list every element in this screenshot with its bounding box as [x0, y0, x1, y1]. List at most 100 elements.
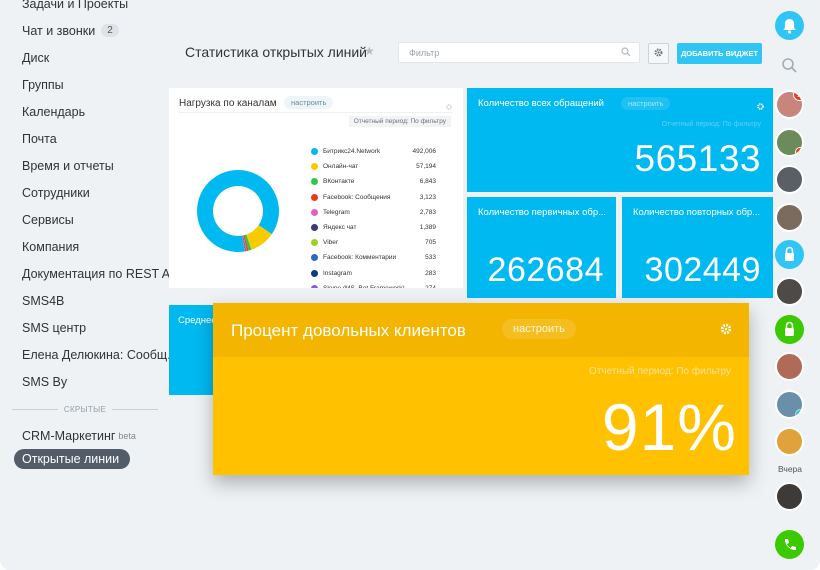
sidebar-item-label: CRM-Маркетинг: [22, 428, 116, 443]
avatar[interactable]: [775, 165, 804, 194]
page-title: Статистика открытых линий: [185, 44, 368, 60]
sidebar-item[interactable]: Сотрудники: [12, 179, 168, 206]
tile-value: 565133: [634, 138, 761, 179]
sidebar-item-open-lines[interactable]: Открытые линии: [14, 449, 130, 469]
legend-label: Битрикс24.Network: [323, 148, 381, 156]
donut-slice: [241, 235, 245, 252]
right-panel: 2 Вчера: [764, 0, 820, 570]
sidebar-item[interactable]: Время и отчеты: [12, 152, 168, 179]
beta-tag: beta: [118, 430, 136, 441]
divider: [179, 112, 453, 113]
legend-value: 492,006: [412, 148, 437, 156]
status-icon: [795, 409, 802, 417]
sidebar-item[interactable]: SMS4B: [12, 287, 168, 314]
legend-color-icon: [311, 193, 318, 201]
avatar[interactable]: [775, 427, 804, 456]
settings-button[interactable]: [648, 43, 669, 64]
legend-label: Онлайн-чат: [323, 163, 359, 171]
sidebar-item[interactable]: Задачи и Проекты: [12, 0, 128, 17]
sidebar-item[interactable]: Документация по REST API: [12, 260, 182, 287]
search-button[interactable]: [775, 51, 804, 80]
gear-icon[interactable]: [756, 98, 765, 116]
legend-label: Skype (MS. Bot Framework): [323, 285, 425, 288]
favorite-star-icon[interactable]: ★: [364, 44, 375, 58]
sidebar-item[interactable]: Сервисы: [12, 206, 168, 233]
notifications-button[interactable]: [775, 11, 804, 40]
legend-value: 2,783: [419, 208, 436, 216]
period-label: Отчетный период: По фильтру: [348, 116, 451, 127]
avatar[interactable]: [775, 352, 804, 381]
satisfaction-widget: Процент довольных клиентов настроить Отч…: [213, 303, 749, 475]
satisfaction-value: 91%: [601, 390, 737, 464]
legend-value: 705: [425, 239, 436, 247]
sidebar-item[interactable]: Компания: [12, 233, 168, 260]
sidebar-item-crm-marketing[interactable]: CRM-Маркетинг beta: [12, 422, 168, 449]
gear-icon: [653, 45, 664, 63]
notification-badge: 2: [793, 92, 802, 101]
legend-color-icon: [311, 269, 318, 277]
sidebar-item[interactable]: Елена Делюкина: Сообщ...: [12, 341, 178, 368]
avatar[interactable]: [775, 390, 804, 419]
sidebar-item[interactable]: Группы: [12, 71, 168, 98]
legend-value: 6,843: [419, 178, 436, 186]
donut-slice: [243, 235, 249, 251]
gear-icon[interactable]: [719, 322, 733, 341]
filter-placeholder: Фильтр: [409, 48, 440, 58]
sidebar-item[interactable]: Чат и звонки 2: [12, 17, 168, 44]
configure-button[interactable]: настроить: [502, 319, 576, 339]
total-requests-tile: Количество всех обращений настроить Отче…: [467, 88, 773, 192]
sidebar-item-label: Елена Делюкина: Сообщ...: [22, 347, 178, 362]
legend-label: Facebook: Комментарии: [323, 254, 397, 262]
average-tile: Среднее: [169, 305, 215, 395]
donut-slice: [242, 235, 248, 252]
avatar[interactable]: 2: [775, 90, 804, 119]
gear-icon[interactable]: [445, 98, 453, 116]
channels-donut-chart: [196, 170, 279, 252]
donut-slice: [246, 225, 272, 250]
legend-color-icon: [311, 224, 318, 232]
legend-color-icon: [311, 254, 318, 262]
donut-slice: [242, 235, 246, 252]
tile-title: Количество повторных обр...: [633, 207, 761, 218]
search-icon[interactable]: [621, 47, 631, 59]
legend-item: Онлайн-чат 57,194: [311, 159, 436, 174]
avatar[interactable]: [775, 203, 804, 232]
legend-item: Битрикс24.Network 492,006: [311, 144, 436, 159]
legend-color-icon: [311, 178, 318, 186]
legend-item: Skype (MS. Bot Framework)274: [311, 281, 436, 288]
first-requests-tile: Количество первичных обр... 262684: [467, 197, 616, 298]
add-widget-button[interactable]: ДОБАВИТЬ ВИДЖЕТ: [677, 43, 762, 64]
legend-item: Telegram 2,783: [311, 205, 436, 220]
avatar[interactable]: [775, 482, 804, 511]
legend-item: ВКонтакте 6,843: [311, 174, 436, 189]
legend-value: 283: [425, 269, 436, 277]
legend-label: Facebook: Сообщения: [323, 193, 391, 201]
legend-item: Facebook: Сообщения 3,123: [311, 190, 436, 205]
hidden-divider-label: СКРЫТЫЕ: [63, 405, 107, 414]
sidebar-item-label: Документация по REST API: [22, 266, 182, 281]
sidebar-item[interactable]: SMS By: [12, 368, 168, 395]
sidebar-item-label: SMS4B: [22, 293, 65, 308]
widget-title: Нагрузка по каналам: [179, 98, 277, 109]
avatar[interactable]: [775, 128, 804, 157]
legend-item: Instagram 283: [311, 266, 436, 281]
filter-input[interactable]: Фильтр: [398, 42, 640, 63]
avatar[interactable]: [775, 277, 804, 306]
lock-chat-button[interactable]: [775, 315, 804, 344]
sidebar-item[interactable]: Почта: [12, 125, 168, 152]
sidebar-item-label: SMS центр: [22, 320, 87, 335]
sidebar-item[interactable]: Календарь: [12, 98, 168, 125]
donut-slice: [244, 234, 252, 251]
configure-button[interactable]: настроить: [284, 96, 334, 109]
sidebar-item[interactable]: Диск: [12, 44, 168, 71]
tile-title: Количество первичных обр...: [478, 207, 607, 218]
widget-header: [213, 303, 749, 357]
configure-button[interactable]: настроить: [621, 97, 671, 110]
legend-label: Viber: [323, 239, 339, 247]
left-menu: Задачи и Проекты Чат и звонки 2 Диск Группы К…: [0, 0, 182, 500]
sidebar-item[interactable]: SMS центр: [12, 314, 168, 341]
lock-icon: [785, 321, 794, 336]
lock-chat-button[interactable]: [775, 240, 804, 269]
sidebar-item-label: Сотрудники: [22, 185, 90, 200]
call-button[interactable]: [775, 530, 804, 559]
